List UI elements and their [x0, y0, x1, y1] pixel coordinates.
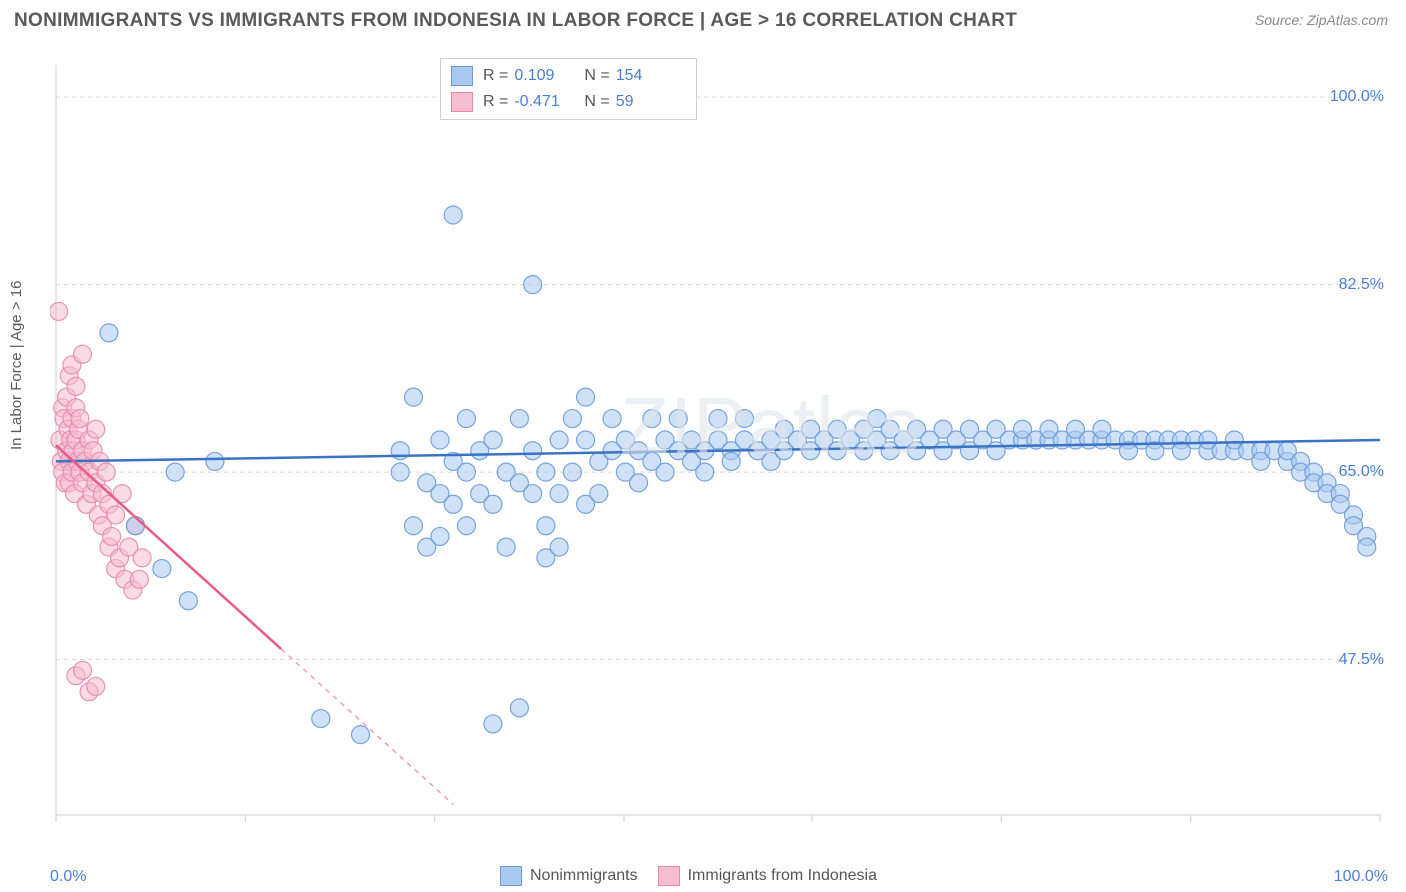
stats-row-series2: R = -0.471 N = 59 [451, 89, 686, 115]
r-value: 0.109 [514, 67, 584, 85]
bottom-legend: Nonimmigrants Immigrants from Indonesia [480, 866, 877, 886]
y-tick-label: 100.0% [1330, 88, 1384, 106]
legend-label-series1: Nonimmigrants [530, 867, 638, 885]
y-tick-label: 82.5% [1339, 276, 1384, 294]
n-value: 59 [616, 93, 686, 111]
r-value: -0.471 [514, 93, 584, 111]
swatch-icon [451, 92, 473, 112]
y-axis-label: In Labor Force | Age > 16 [8, 281, 25, 450]
legend-label-series2: Immigrants from Indonesia [688, 867, 877, 885]
swatch-icon [500, 866, 522, 886]
stats-legend-box: R = 0.109 N = 154 R = -0.471 N = 59 [440, 58, 697, 120]
y-tick-label: 47.5% [1339, 651, 1384, 669]
x-axis-max-label: 100.0% [1334, 868, 1388, 886]
scatter-plot [50, 55, 1390, 845]
stats-row-series1: R = 0.109 N = 154 [451, 63, 686, 89]
n-label: N = [584, 93, 609, 111]
n-label: N = [584, 67, 609, 85]
swatch-icon [658, 866, 680, 886]
r-label: R = [483, 93, 508, 111]
y-tick-label: 65.0% [1339, 463, 1384, 481]
r-label: R = [483, 67, 508, 85]
swatch-icon [451, 66, 473, 86]
x-axis-min-label: 0.0% [50, 868, 86, 886]
n-value: 154 [616, 67, 686, 85]
source-attribution: Source: ZipAtlas.com [1255, 12, 1388, 28]
chart-container [50, 55, 1390, 845]
chart-title: NONIMMIGRANTS VS IMMIGRANTS FROM INDONES… [14, 10, 1017, 32]
